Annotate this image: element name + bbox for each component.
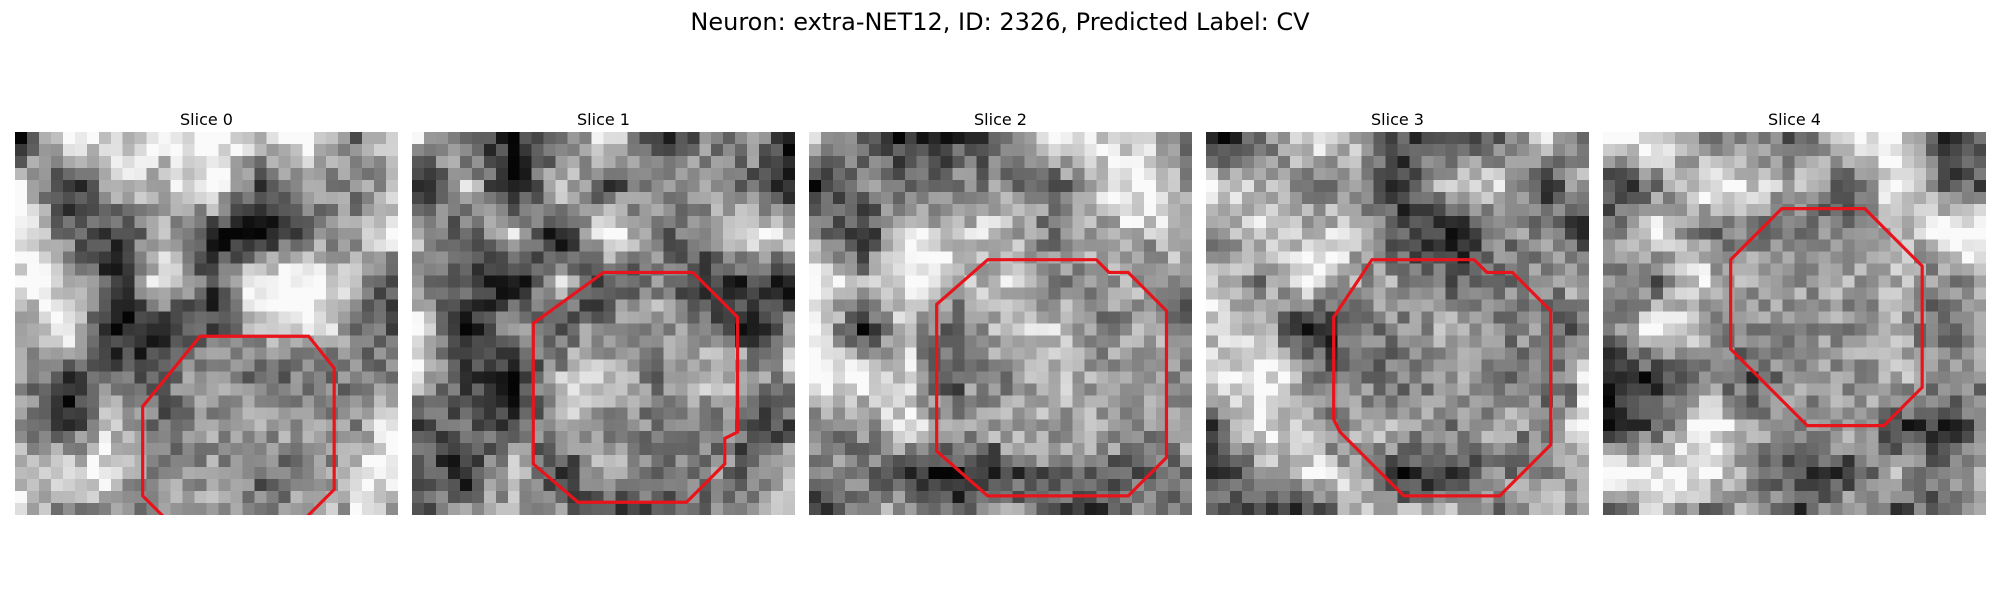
slice-panel-3: Slice 3 xyxy=(1206,108,1589,515)
slice-panel-4: Slice 4 xyxy=(1603,108,1986,515)
slice-panel-1: Slice 1 xyxy=(412,108,795,515)
figure-title: Neuron: extra-NET12, ID: 2326, Predicted… xyxy=(690,8,1310,36)
slice-title: Slice 3 xyxy=(1371,110,1424,129)
roi-contour xyxy=(935,258,1169,498)
slice-title: Slice 1 xyxy=(577,110,630,129)
slice-image xyxy=(1603,132,1986,515)
roi-contour xyxy=(1332,258,1553,498)
roi-contour xyxy=(1729,207,1924,428)
slice-title: Slice 2 xyxy=(974,110,1027,129)
slice-image xyxy=(1206,132,1589,515)
roi-contour xyxy=(141,334,336,515)
slice-image xyxy=(412,132,795,515)
slice-title: Slice 0 xyxy=(180,110,233,129)
slice-panel-2: Slice 2 xyxy=(809,108,1192,515)
slice-title: Slice 4 xyxy=(1768,110,1821,129)
roi-contour xyxy=(531,270,740,504)
slice-panel-0: Slice 0 xyxy=(15,108,398,515)
slice-image xyxy=(809,132,1192,515)
slice-image xyxy=(15,132,398,515)
